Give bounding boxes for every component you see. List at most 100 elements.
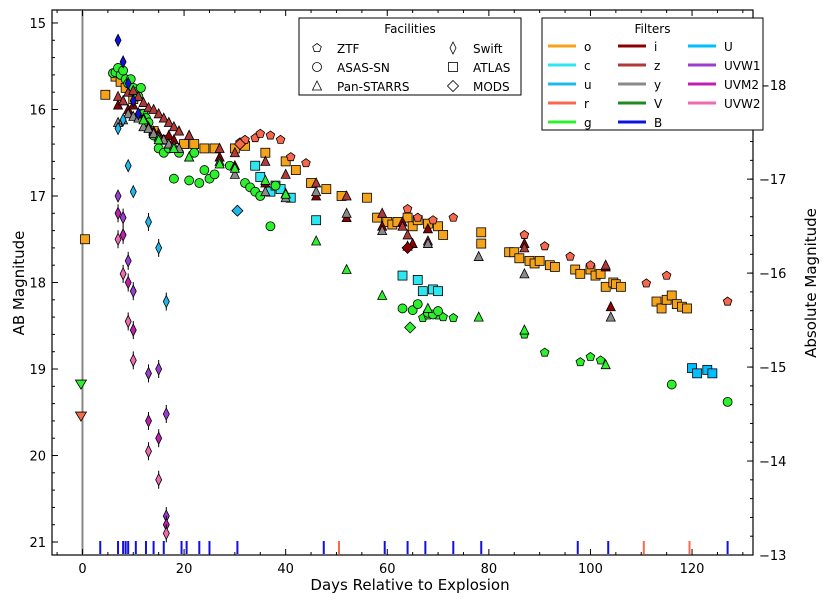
series-pan-starrs-g: [138, 113, 611, 370]
data-point: [148, 103, 159, 114]
y2-tick-label: −18: [759, 79, 786, 94]
data-point: [260, 155, 271, 166]
data-point: [402, 229, 413, 240]
data-point: [129, 284, 137, 299]
data-point: [153, 107, 164, 119]
data-point: [509, 247, 520, 258]
legend-label: ZTF: [337, 42, 360, 56]
legend-label: UVW2: [724, 97, 761, 111]
y-axis-label: AB Magnitude: [10, 231, 28, 336]
legend-marker-pan-starrs: [311, 80, 323, 91]
data-point: [145, 215, 152, 229]
data-point: [229, 168, 241, 179]
data-point: [168, 142, 180, 153]
data-point: [448, 312, 459, 323]
filters-legend-title: Filters: [635, 22, 671, 36]
series-swift-u: [114, 112, 170, 311]
data-point: [155, 241, 163, 255]
data-point: [194, 178, 205, 188]
data-point: [155, 362, 163, 376]
legend-label: V: [654, 97, 663, 111]
data-point: [168, 120, 180, 132]
data-point: [155, 431, 163, 446]
legend-marker-atlas: [448, 62, 458, 72]
data-point: [519, 229, 530, 239]
data-point: [199, 165, 210, 175]
data-point: [119, 55, 127, 69]
data-point: [682, 303, 692, 314]
data-point: [575, 268, 586, 279]
data-point: [119, 228, 127, 242]
upper-limit-marker: [74, 379, 88, 390]
legend-label: i: [654, 40, 657, 54]
data-point: [129, 93, 137, 108]
data-point: [280, 188, 291, 199]
data-point: [687, 363, 697, 374]
data-point: [119, 210, 127, 225]
y2-tick-label: −13: [759, 549, 786, 564]
data-point: [448, 212, 459, 222]
data-point: [473, 311, 484, 322]
data-point: [666, 379, 677, 390]
data-point: [585, 260, 596, 270]
data-point: [119, 266, 127, 281]
data-point: [539, 347, 550, 357]
data-point: [184, 129, 195, 140]
data-point: [661, 270, 672, 280]
data-point: [280, 156, 291, 167]
data-point: [280, 168, 291, 179]
y2-tick-label: −17: [759, 173, 786, 188]
series-swift-b: [114, 33, 142, 121]
legend-label: u: [584, 78, 592, 92]
data-point: [233, 138, 247, 151]
data-markers: [74, 33, 733, 554]
data-point: [433, 286, 443, 297]
data-point: [275, 134, 286, 144]
data-point: [412, 212, 423, 222]
x-tick-label: 0: [78, 562, 86, 577]
legend-marker-swift: [449, 41, 457, 55]
data-point: [143, 122, 154, 133]
data-point: [473, 250, 484, 261]
series-ztf-r: [235, 128, 733, 306]
facilities-legend-title: Facilities: [384, 22, 435, 36]
data-point: [124, 76, 132, 91]
y-tick-label: 15: [29, 17, 46, 32]
data-point: [162, 294, 170, 309]
data-point: [260, 185, 271, 197]
data-point: [229, 162, 241, 173]
data-point: [189, 139, 200, 149]
y2-tick-label: −14: [759, 455, 786, 470]
data-point: [124, 158, 132, 173]
data-point: [162, 526, 170, 541]
series-atlas-c: [250, 160, 443, 297]
data-point: [412, 275, 423, 285]
data-point: [722, 296, 733, 306]
data-point: [539, 241, 550, 251]
data-point: [123, 107, 134, 119]
data-point: [114, 232, 122, 247]
data-point: [209, 169, 220, 180]
legend-label: Swift: [473, 42, 503, 56]
data-point: [417, 286, 428, 297]
data-point: [600, 358, 611, 370]
data-point: [158, 112, 169, 123]
series-ztf-g: [418, 310, 606, 367]
data-point: [260, 174, 271, 185]
x-tick-label: 120: [680, 562, 705, 577]
x-tick-label: 40: [277, 562, 294, 577]
y-tick-label: 17: [29, 190, 46, 205]
data-point: [692, 368, 703, 379]
series-swift-uvm2: [114, 204, 170, 534]
legend-marker-asas-sn: [312, 62, 322, 72]
data-point: [565, 251, 575, 261]
data-point: [433, 306, 443, 316]
legend-marker-ztf: [312, 43, 322, 53]
series-pan-starrs-i: [112, 94, 616, 312]
data-point: [311, 215, 322, 226]
data-point: [519, 242, 530, 253]
data-point: [341, 207, 352, 218]
data-point: [476, 238, 487, 249]
x-axis-label: Days Relative to Explosion: [310, 576, 509, 594]
data-point: [321, 184, 332, 194]
